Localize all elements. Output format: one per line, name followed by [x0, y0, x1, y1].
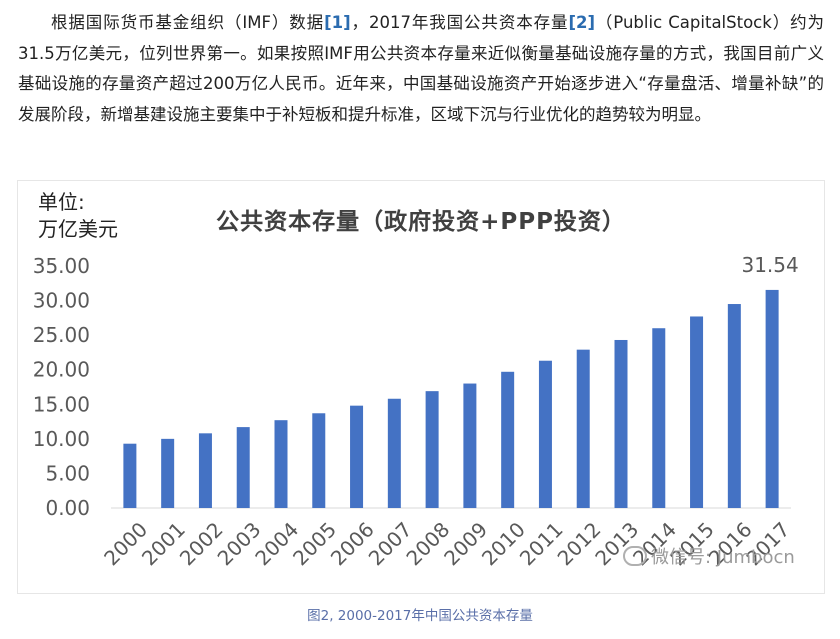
y-tick-label: 35.00: [33, 254, 90, 278]
bar-2001: [161, 438, 175, 508]
bar-2006: [350, 405, 364, 508]
bar-2011: [538, 360, 552, 508]
watermark-text: 微信号: Jumbocn: [651, 547, 795, 568]
y-tick-label: 0.00: [45, 496, 90, 520]
x-tick-label: 2011: [515, 517, 568, 570]
bar-2013: [614, 339, 628, 508]
bar-2014: [652, 328, 666, 508]
bar-2016: [727, 304, 741, 508]
y-tick-label: 25.00: [33, 323, 90, 347]
chart-unit-label: 单位: 万亿美元: [38, 189, 118, 243]
bar-2003: [236, 427, 250, 508]
article-paragraph: 根据国际货币基金组织（IMF）数据[1]，2017年我国公共资本存量[2]（Pu…: [18, 8, 824, 130]
x-tick-label: 2005: [288, 517, 341, 570]
bar-2005: [312, 413, 326, 508]
bar-2010: [501, 371, 515, 508]
x-tick-label: 2000: [99, 517, 152, 570]
y-tick-label: 5.00: [45, 461, 90, 485]
bar-2009: [463, 383, 477, 508]
figure-caption: 图2, 2000-2017年中国公共资本存量: [307, 608, 533, 624]
x-tick-label: 2010: [477, 517, 530, 570]
bar-chart: 0.00 5.00 10.00 15.00 20.00 25.00 30.00 35.00 20…: [33, 253, 799, 570]
x-tick-label: 2001: [137, 517, 190, 570]
bar-2008: [425, 391, 439, 508]
watermark: 微信号: Jumbocn: [623, 543, 795, 569]
bar-2004: [274, 420, 288, 508]
paragraph-text: ，2017年我国公共资本存量: [350, 13, 569, 32]
x-tick-label: 2009: [439, 517, 492, 570]
paragraph-text: 根据国际货币基金组织（IMF）数据: [51, 13, 325, 32]
y-tick-label: 10.00: [33, 427, 90, 451]
reference-link[interactable]: [2]: [568, 13, 596, 32]
x-tick-label: 2007: [364, 517, 417, 570]
x-tick-label: 2006: [326, 517, 379, 570]
x-tick-label: 2004: [250, 517, 303, 570]
paragraph-text: （Public CapitalStock）约为31.5万亿美元，位列世界第一。如…: [18, 13, 825, 124]
unit-label-line: 万亿美元: [38, 217, 118, 241]
reference-link[interactable]: [1]: [324, 13, 351, 32]
x-tick-label: 2008: [401, 517, 454, 570]
x-tick-label: 2002: [175, 517, 228, 570]
data-label: 31.54: [741, 253, 798, 277]
chart-title: 公共资本存量（政府投资+PPP投资）: [216, 209, 626, 235]
bar-2002: [198, 433, 212, 508]
x-tick-label: 2012: [553, 517, 606, 570]
y-tick-label: 20.00: [33, 358, 90, 382]
unit-label-line: 单位:: [38, 190, 85, 214]
bar-2007: [387, 398, 401, 508]
x-tick-label: 2003: [213, 517, 266, 570]
wechat-icon: [623, 546, 647, 566]
y-tick-label: 15.00: [33, 392, 90, 416]
bar-2017: [765, 289, 779, 508]
bar-2015: [690, 316, 704, 508]
y-tick-label: 30.00: [33, 289, 90, 313]
bar-2000: [123, 443, 137, 508]
chart-container: 单位: 万亿美元 公共资本存量（政府投资+PPP投资） 0.00 5.00 10.00…: [17, 180, 825, 594]
bar-2012: [576, 349, 590, 508]
